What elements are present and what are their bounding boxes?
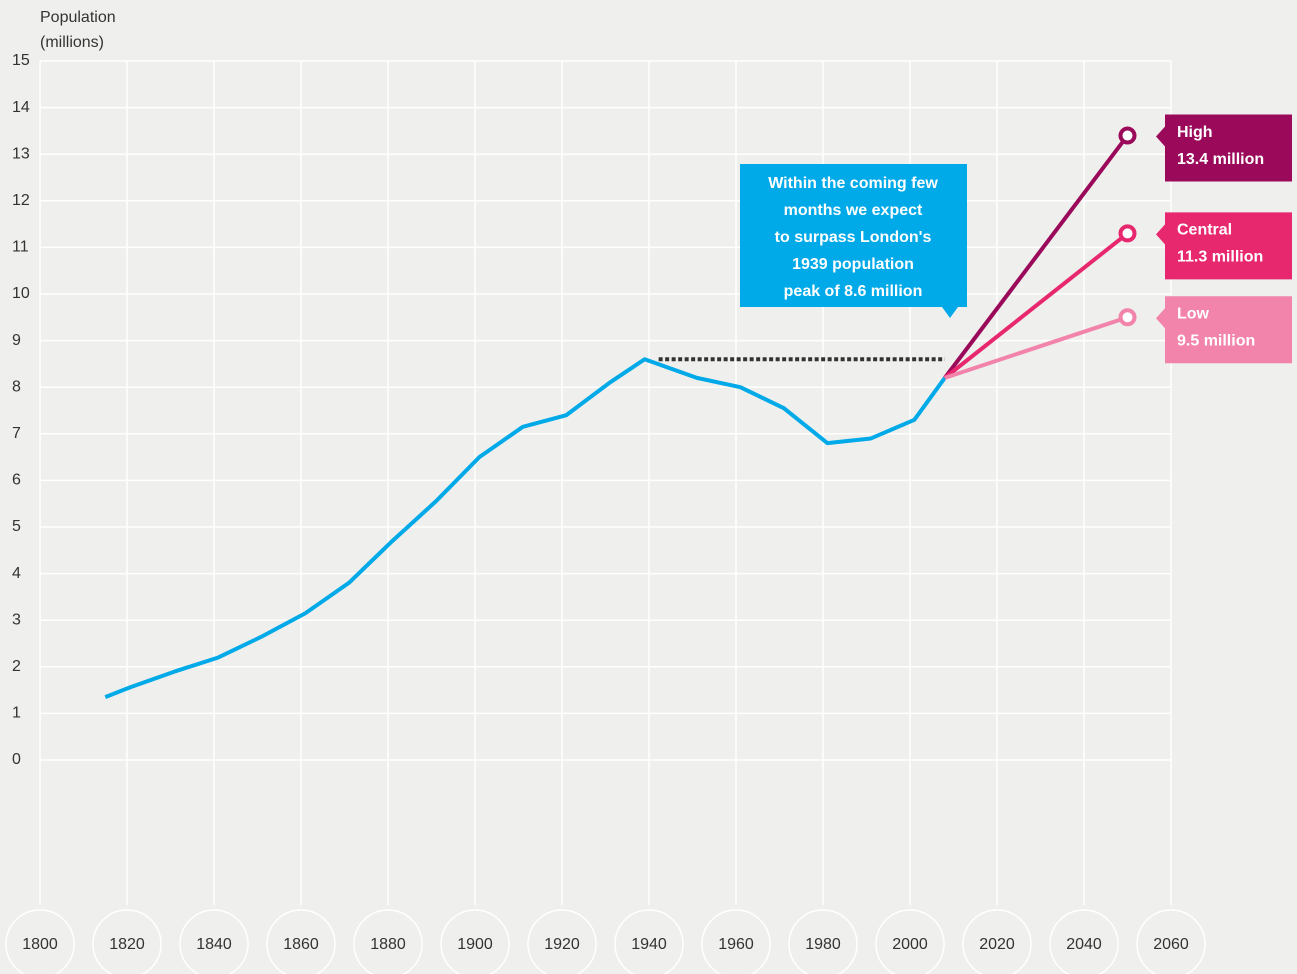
x-tick-label: 1840 bbox=[196, 936, 232, 953]
y-tick-label: 10 bbox=[12, 285, 30, 302]
line-series bbox=[943, 134, 1130, 380]
x-tick-label: 1860 bbox=[283, 936, 319, 953]
annotation-text: 1939 population bbox=[792, 256, 914, 273]
x-tick-circle bbox=[353, 909, 423, 974]
annotation-text: to surpass London's bbox=[775, 229, 932, 246]
x-tick-label: 1820 bbox=[109, 936, 145, 953]
series-name: High bbox=[1177, 124, 1213, 141]
y-tick-label: 11 bbox=[12, 239, 29, 256]
y-axis-label: (millions) bbox=[40, 34, 104, 51]
end-marker bbox=[1118, 126, 1137, 145]
y-tick-label: 3 bbox=[12, 611, 21, 628]
x-tick-circle bbox=[788, 909, 858, 974]
x-tick-circle bbox=[440, 909, 510, 974]
series-value-label: 13.4 million bbox=[1177, 151, 1264, 168]
x-tick-label: 2020 bbox=[979, 936, 1015, 953]
y-tick-label: 4 bbox=[12, 565, 21, 582]
y-tick-label: 13 bbox=[12, 145, 30, 162]
series-name: Low bbox=[1177, 306, 1210, 323]
label-box bbox=[1156, 296, 1292, 364]
x-tick-label: 2060 bbox=[1153, 936, 1189, 953]
y-tick-label: 14 bbox=[12, 99, 30, 116]
y-tick-label: 5 bbox=[12, 518, 21, 535]
y-tick-label: 2 bbox=[12, 658, 21, 675]
x-tick-label: 1880 bbox=[370, 936, 406, 953]
x-tick-label: 1980 bbox=[805, 936, 841, 953]
series-name: Central bbox=[1177, 222, 1232, 239]
y-tick-label: 7 bbox=[12, 425, 21, 442]
line-series bbox=[943, 231, 1129, 380]
line-series bbox=[944, 315, 1129, 380]
series-value-label: 11.3 million bbox=[1177, 249, 1263, 266]
x-tick-circle bbox=[92, 909, 162, 974]
y-tick-label: 9 bbox=[12, 332, 21, 349]
y-axis-label: Population bbox=[40, 9, 116, 26]
x-tick-circle bbox=[179, 909, 249, 974]
y-tick-label: 12 bbox=[12, 192, 30, 209]
y-tick-label: 0 bbox=[12, 751, 21, 768]
annotation-box bbox=[740, 164, 967, 318]
y-tick-label: 15 bbox=[12, 52, 30, 69]
x-tick-label: 1920 bbox=[544, 936, 580, 953]
x-tick-label: 1900 bbox=[457, 936, 493, 953]
x-tick-circle bbox=[527, 909, 597, 974]
x-tick-circle bbox=[1136, 909, 1206, 974]
label-box bbox=[1156, 114, 1292, 182]
annotation-text: Within the coming few bbox=[768, 175, 938, 192]
x-tick-circle bbox=[875, 909, 945, 974]
x-tick-label: 2040 bbox=[1066, 936, 1102, 953]
annotation-text: months we expect bbox=[784, 202, 923, 219]
y-tick-label: 8 bbox=[12, 378, 21, 395]
x-tick-label: 2000 bbox=[892, 936, 928, 953]
y-tick-label: 1 bbox=[12, 705, 21, 722]
x-tick-label: 1940 bbox=[631, 936, 667, 953]
x-tick-circle bbox=[614, 909, 684, 974]
line-series bbox=[104, 357, 947, 699]
x-tick-label: 1800 bbox=[22, 936, 58, 953]
x-tick-circle bbox=[701, 909, 771, 974]
end-marker bbox=[1118, 224, 1137, 243]
x-tick-label: 1960 bbox=[718, 936, 754, 953]
x-tick-circle bbox=[962, 909, 1032, 974]
y-tick-label: 6 bbox=[12, 472, 21, 489]
x-tick-circle bbox=[1049, 909, 1119, 974]
x-tick-circle bbox=[266, 909, 336, 974]
annotation-text: peak of 8.6 million bbox=[784, 283, 923, 300]
label-box bbox=[1156, 212, 1292, 280]
end-marker bbox=[1118, 308, 1137, 327]
x-tick-circle bbox=[5, 909, 75, 974]
series-value-label: 9.5 million bbox=[1177, 333, 1255, 350]
